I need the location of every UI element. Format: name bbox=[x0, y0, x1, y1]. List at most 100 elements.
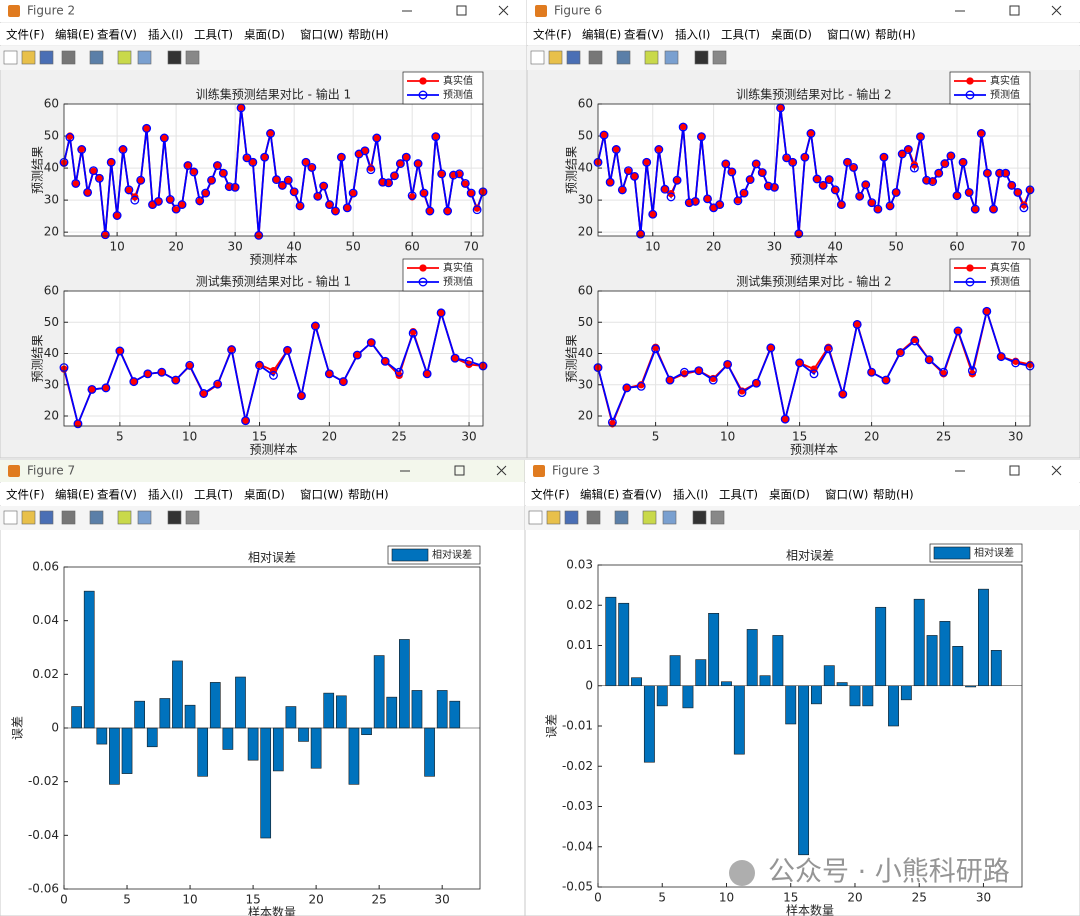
toolbar-button[interactable] bbox=[3, 510, 18, 525]
x-axis-label: 预测样本 bbox=[249, 252, 297, 267]
toolbar-button[interactable] bbox=[588, 50, 603, 65]
marker bbox=[895, 348, 905, 358]
toolbar-button[interactable] bbox=[137, 50, 152, 65]
menu-item[interactable]: 窗口(W) bbox=[825, 488, 868, 502]
toolbar-button[interactable] bbox=[117, 50, 132, 65]
menu-item[interactable]: 窗口(W) bbox=[827, 28, 870, 42]
menu-item[interactable]: 插入(I) bbox=[673, 488, 708, 502]
menu-bar bbox=[0, 483, 525, 505]
bar bbox=[721, 681, 732, 687]
close-button[interactable] bbox=[498, 5, 509, 16]
menu-item[interactable]: 文件(F) bbox=[531, 488, 570, 502]
toolbar-button[interactable] bbox=[21, 510, 36, 525]
menu-item[interactable]: 编辑(E) bbox=[582, 28, 621, 42]
menu-item[interactable]: 工具(T) bbox=[719, 488, 758, 502]
y-tick-label: 0.06 bbox=[32, 560, 59, 574]
menu-item[interactable]: 帮助(H) bbox=[348, 488, 389, 502]
chart-title: 相对误差 bbox=[786, 549, 834, 563]
y-tick-label: 60 bbox=[578, 284, 593, 298]
menu-item[interactable]: 编辑(E) bbox=[55, 28, 94, 42]
menu-item[interactable]: 窗口(W) bbox=[300, 28, 343, 42]
bar bbox=[121, 727, 133, 774]
toolbar-button[interactable] bbox=[564, 510, 579, 525]
maximize-button[interactable] bbox=[1009, 5, 1020, 16]
toolbar-button[interactable] bbox=[39, 50, 54, 65]
chart-title: 相对误差 bbox=[248, 551, 296, 565]
menu-item[interactable]: 文件(F) bbox=[6, 488, 45, 502]
toolbar-button[interactable] bbox=[185, 50, 200, 65]
toolbar-button[interactable] bbox=[692, 510, 707, 525]
x-tick-label: 30 bbox=[1008, 430, 1023, 444]
toolbar-button[interactable] bbox=[712, 50, 727, 65]
menu-item[interactable]: 帮助(H) bbox=[873, 488, 914, 502]
toolbar-button[interactable] bbox=[21, 50, 36, 65]
marker bbox=[425, 206, 435, 216]
marker bbox=[824, 175, 834, 185]
x-tick-label: 60 bbox=[405, 240, 420, 254]
maximize-button[interactable] bbox=[456, 5, 467, 16]
toolbar-button[interactable] bbox=[89, 510, 104, 525]
toolbar-button[interactable] bbox=[546, 510, 561, 525]
toolbar-button[interactable] bbox=[586, 510, 601, 525]
menu-item[interactable]: 编辑(E) bbox=[55, 488, 94, 502]
menu-item[interactable]: 工具(T) bbox=[721, 28, 760, 42]
toolbar-button[interactable] bbox=[89, 50, 104, 65]
menu-item[interactable]: 桌面(D) bbox=[244, 28, 285, 42]
maximize-button[interactable] bbox=[1009, 465, 1020, 476]
menu-item[interactable]: 插入(I) bbox=[148, 28, 183, 42]
toolbar-button[interactable] bbox=[117, 510, 132, 525]
menu-item[interactable]: 桌面(D) bbox=[769, 488, 810, 502]
menu-item[interactable]: 编辑(E) bbox=[580, 488, 619, 502]
maximize-button[interactable] bbox=[454, 465, 465, 476]
chart-title: 测试集预测结果对比 - 输出 1 bbox=[196, 274, 351, 289]
chart-title: 训练集预测结果对比 - 输出 1 bbox=[196, 87, 351, 102]
toolbar-button[interactable] bbox=[644, 50, 659, 65]
toolbar-button[interactable] bbox=[185, 510, 200, 525]
toolbar-button[interactable] bbox=[662, 510, 677, 525]
close-button[interactable] bbox=[1051, 5, 1062, 16]
toolbar-button[interactable] bbox=[642, 510, 657, 525]
toolbar-button[interactable] bbox=[664, 50, 679, 65]
toolbar-button[interactable] bbox=[616, 50, 631, 65]
y-tick-label: 40 bbox=[578, 346, 593, 360]
toolbar-button[interactable] bbox=[530, 50, 545, 65]
close-button[interactable] bbox=[496, 465, 507, 476]
menu-item[interactable]: 查看(V) bbox=[624, 28, 664, 42]
toolbar-button[interactable] bbox=[39, 510, 54, 525]
menu-item[interactable]: 查看(V) bbox=[97, 28, 137, 42]
menu-item[interactable]: 帮助(H) bbox=[348, 28, 389, 42]
menu-item[interactable]: 工具(T) bbox=[194, 28, 233, 42]
toolbar-button[interactable] bbox=[61, 50, 76, 65]
menu-item[interactable]: 插入(I) bbox=[148, 488, 183, 502]
toolbar-button[interactable] bbox=[548, 50, 563, 65]
menu-item[interactable]: 帮助(H) bbox=[875, 28, 916, 42]
marker bbox=[342, 203, 352, 213]
marker bbox=[88, 385, 96, 394]
menu-item[interactable]: 工具(T) bbox=[194, 488, 233, 502]
menu-item[interactable]: 桌面(D) bbox=[244, 488, 285, 502]
menu-item[interactable]: 文件(F) bbox=[6, 28, 45, 42]
toolbar-button[interactable] bbox=[694, 50, 709, 65]
marker bbox=[295, 201, 305, 211]
toolbar-button[interactable] bbox=[167, 510, 182, 525]
menu-item[interactable]: 文件(F) bbox=[533, 28, 572, 42]
menu-item[interactable]: 插入(I) bbox=[675, 28, 710, 42]
marker bbox=[839, 390, 847, 398]
menu-item[interactable]: 窗口(W) bbox=[300, 488, 343, 502]
toolbar-button[interactable] bbox=[61, 510, 76, 525]
close-button[interactable] bbox=[1051, 465, 1062, 476]
axes-box bbox=[597, 103, 1031, 237]
marker bbox=[283, 346, 292, 355]
toolbar-button[interactable] bbox=[614, 510, 629, 525]
marker bbox=[636, 229, 646, 239]
toolbar-button[interactable] bbox=[167, 50, 182, 65]
toolbar-button[interactable] bbox=[528, 510, 543, 525]
menu-item[interactable]: 查看(V) bbox=[622, 488, 662, 502]
menu-item[interactable]: 查看(V) bbox=[97, 488, 137, 502]
marker bbox=[231, 183, 239, 191]
toolbar-button[interactable] bbox=[3, 50, 18, 65]
toolbar-button[interactable] bbox=[566, 50, 581, 65]
toolbar-button[interactable] bbox=[710, 510, 725, 525]
toolbar-button[interactable] bbox=[137, 510, 152, 525]
menu-item[interactable]: 桌面(D) bbox=[771, 28, 812, 42]
